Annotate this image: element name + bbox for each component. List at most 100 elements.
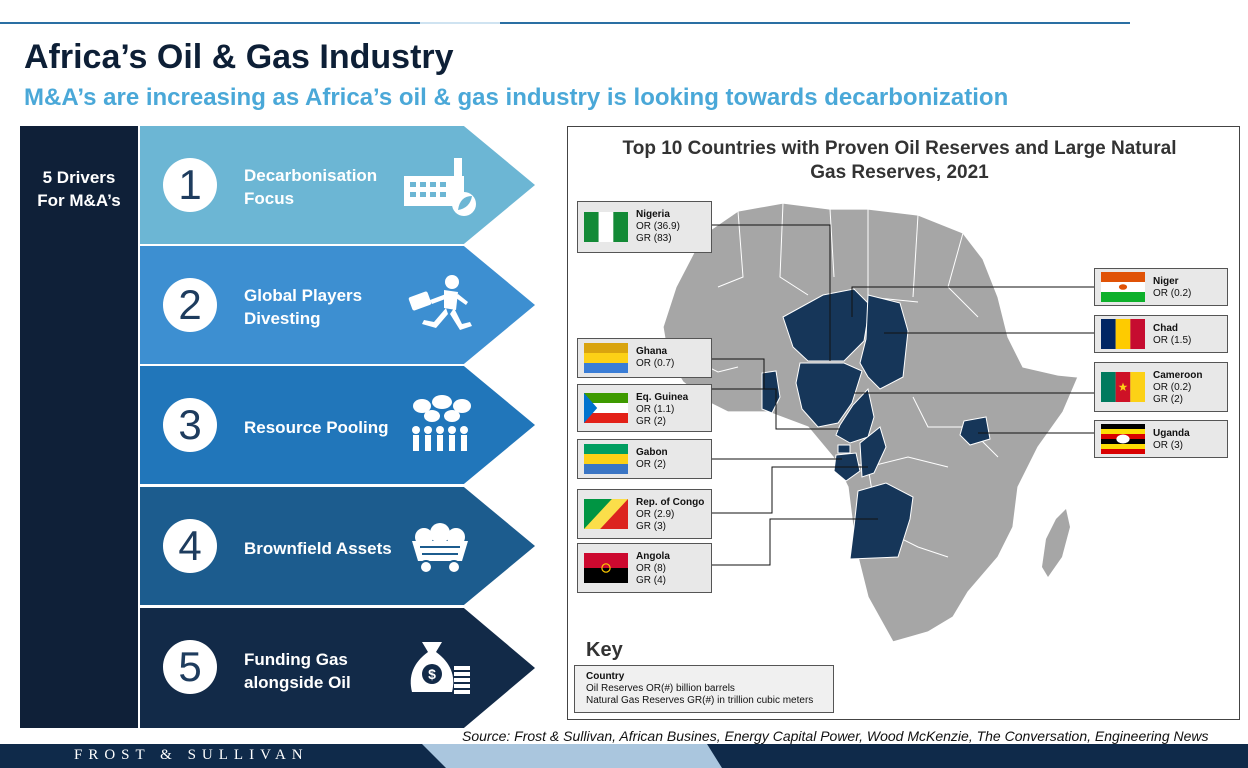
key-box: Country Oil Reserves OR(#) billion barre…: [574, 665, 834, 713]
map-panel: Top 10 Countries with Proven Oil Reserve…: [567, 126, 1240, 720]
key-heading: Key: [586, 639, 623, 661]
mining-cart-icon: [412, 523, 468, 574]
country-shape-chad: [859, 294, 909, 390]
key-line: Oil Reserves OR(#) billion barrels: [586, 683, 735, 694]
country-text: Niger OR (0.2): [1153, 276, 1191, 300]
map-title-line: Top 10 Countries with Proven Oil Reserve…: [622, 138, 1177, 159]
country-value: OR (2.9): [636, 509, 675, 520]
country-box-angola: Angola OR (8) GR (4): [577, 543, 712, 593]
country-text: Ghana OR (0.7): [636, 346, 674, 370]
country-box-uganda: Uganda OR (3): [1094, 420, 1228, 458]
driver-arrow-3: 3 Resource Pooling: [140, 366, 535, 484]
driver-label-line: Global Players: [244, 286, 363, 305]
country-name: Gabon: [636, 447, 668, 458]
driver-label-line: Funding Gas: [244, 650, 348, 669]
country-name: Angola: [636, 551, 670, 562]
country-text: Chad OR (1.5): [1153, 323, 1191, 347]
country-text: Nigeria OR (36.9) GR (83): [636, 209, 680, 245]
footer-accent: [422, 744, 722, 768]
country-box-gabon: Gabon OR (2): [577, 439, 712, 479]
country-name: Cameroon: [1153, 370, 1203, 381]
key-line: Natural Gas Reserves GR(#) in trillion c…: [586, 695, 814, 706]
key-line: Country: [586, 671, 625, 682]
driver-arrow-1: 1 Decarbonisation Focus: [140, 126, 535, 244]
people-collaboration-icon: [412, 395, 471, 451]
country-value: OR (0.7): [636, 358, 675, 369]
driver-label-line: alongside Oil: [244, 673, 351, 692]
country-value: GR (2): [636, 416, 666, 427]
country-text: Rep. of Congo OR (2.9) GR (3): [636, 497, 704, 533]
country-value: OR (0.2): [1153, 288, 1192, 299]
country-value: OR (2): [636, 459, 666, 470]
country-text: Angola OR (8) GR (4): [636, 551, 670, 587]
svg-text:$: $: [428, 666, 436, 682]
country-name: Nigeria: [636, 209, 670, 220]
page-subtitle: M&A’s are increasing as Africa’s oil & g…: [24, 84, 1009, 111]
drivers-label: 5 Drivers For M&A’s: [20, 166, 138, 212]
country-box-cameroon: Cameroon OR (0.2) GR (2): [1094, 362, 1228, 412]
driver-label: Brownfield Assets: [244, 537, 392, 560]
driver-label-line: Brownfield Assets: [244, 539, 392, 558]
driver-label-line: Divesting: [244, 309, 321, 328]
source-note: Source: Frost & Sullivan, African Busine…: [462, 728, 1209, 744]
country-value: OR (1.1): [636, 404, 675, 415]
driver-number: 3: [163, 398, 217, 452]
country-name: Eq. Guinea: [636, 392, 689, 403]
chad-flag-icon: [1101, 319, 1145, 349]
country-shape-uganda: [959, 416, 991, 446]
nigeria-flag-icon: [584, 212, 628, 242]
drivers-label-line: For M&A’s: [37, 191, 121, 210]
africa-map: [662, 202, 1098, 643]
top-rule-accent: [420, 22, 500, 24]
congo-flag-icon: [584, 499, 628, 529]
page-title: Africa’s Oil & Gas Industry: [24, 38, 454, 76]
driver-arrow-4: 4 Brownfield Assets: [140, 487, 535, 605]
driver-number: 2: [163, 278, 217, 332]
country-text: Eq. Guinea OR (1.1) GR (2): [636, 392, 688, 428]
country-name: Uganda: [1153, 428, 1190, 439]
driver-label: Resource Pooling: [244, 416, 389, 439]
country-value: OR (1.5): [1153, 335, 1192, 346]
drivers-sidebar: 5 Drivers For M&A’s: [20, 126, 138, 728]
niger-flag-icon: [1101, 272, 1145, 302]
country-box-niger: Niger OR (0.2): [1094, 268, 1228, 306]
angola-flag-icon: [584, 553, 628, 583]
ghana-flag-icon: [584, 343, 628, 373]
country-value: OR (3): [1153, 440, 1183, 451]
country-name: Niger: [1153, 276, 1179, 287]
driver-arrow-5: 5 Funding Gas alongside Oil $: [140, 608, 535, 728]
driver-label: Global Players Divesting: [244, 284, 362, 330]
country-box-ghana: Ghana OR (0.7): [577, 338, 712, 378]
country-value: GR (2): [1153, 394, 1183, 405]
country-name: Chad: [1153, 323, 1178, 334]
driver-label-line: Decarbonisation: [244, 166, 378, 185]
country-shape-congo: [859, 426, 887, 478]
country-text: Gabon OR (2): [636, 447, 668, 471]
running-businessman-icon: [408, 275, 472, 330]
country-value: GR (83): [636, 233, 672, 244]
driver-arrow-2: 2 Global Players Divesting: [140, 246, 535, 364]
factory-leaf-icon: [404, 158, 476, 216]
map-title-line: Gas Reserves, 2021: [810, 162, 989, 183]
country-box-congo: Rep. of Congo OR (2.9) GR (3): [577, 489, 712, 539]
highlighted-countries: [761, 288, 991, 560]
country-box-eq-guinea: Eq. Guinea OR (1.1) GR (2): [577, 384, 712, 432]
country-value: OR (36.9): [636, 221, 680, 232]
country-shape-angola: [849, 482, 914, 560]
country-name: Rep. of Congo: [636, 497, 705, 508]
uganda-flag-icon: [1101, 424, 1145, 454]
cameroon-flag-icon: [1101, 372, 1145, 402]
driver-label-line: Resource Pooling: [244, 418, 389, 437]
country-text: Cameroon OR (0.2) GR (2): [1153, 370, 1202, 406]
driver-label: Funding Gas alongside Oil: [244, 648, 351, 694]
equatorial-guinea-flag-icon: [584, 393, 628, 423]
country-value: GR (3): [636, 521, 666, 532]
country-box-chad: Chad OR (1.5): [1094, 315, 1228, 353]
country-shape-eq-guinea: [837, 444, 851, 454]
footer-brand: FROST & SULLIVAN: [74, 747, 309, 763]
top-rule: [0, 22, 1130, 24]
country-box-nigeria: Nigeria OR (36.9) GR (83): [577, 201, 712, 253]
driver-number: 5: [163, 640, 217, 694]
country-shape-nigeria: [795, 362, 863, 428]
drivers-label-line: 5 Drivers: [42, 168, 116, 187]
